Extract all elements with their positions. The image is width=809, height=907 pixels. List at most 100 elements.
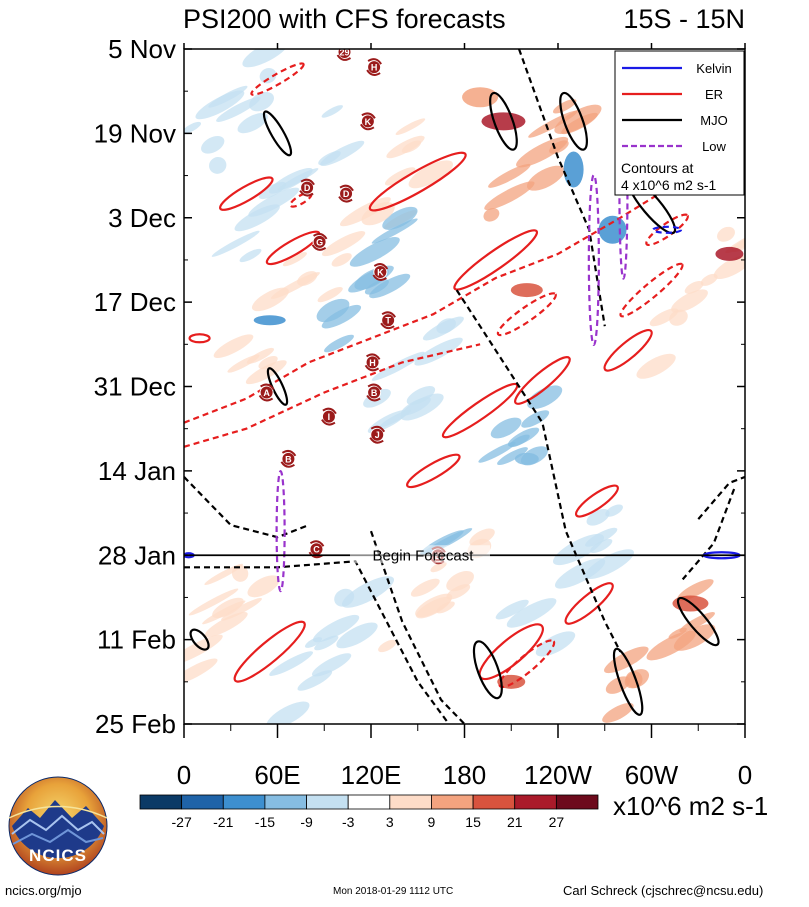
heatmap-cell xyxy=(436,318,456,334)
storm-marker-icon xyxy=(361,112,376,119)
storm-marker-label: T xyxy=(385,316,391,326)
er-contour xyxy=(406,453,461,489)
storm-marker-label: I xyxy=(328,412,331,422)
heatmap-cell xyxy=(331,253,352,267)
heatmap-cell xyxy=(483,208,500,222)
heatmap-cell xyxy=(488,163,531,188)
colorbar: -27 -21 -15 -9 -3 3 9 15 21 27 xyxy=(139,794,599,830)
storm-marker-icon xyxy=(311,244,327,251)
heatmap-cell xyxy=(378,639,397,653)
storm-marker-label: G xyxy=(316,237,323,247)
low-contour xyxy=(587,173,600,347)
heatmap-cell xyxy=(209,156,227,174)
heatmap-cell xyxy=(249,91,274,112)
heatmap-cell xyxy=(318,151,341,166)
legend-label: Low xyxy=(702,139,726,154)
storm-marker-icon xyxy=(365,355,380,370)
colorbar-swatch xyxy=(431,794,474,810)
storm-marker-icon xyxy=(360,114,375,129)
heatmap-cell xyxy=(646,630,696,661)
heatmap-cell xyxy=(317,287,343,303)
y-tick-label: 19 Nov xyxy=(94,118,176,148)
x-tick-label: 60E xyxy=(254,760,300,790)
heatmap-cell xyxy=(436,601,455,614)
storm-marker-label: B xyxy=(371,388,378,398)
mjo-contour xyxy=(697,475,745,520)
footer-source: ncics.org/mjo xyxy=(5,883,82,898)
storm-marker-icon xyxy=(381,313,396,328)
storm-marker-icon xyxy=(338,196,353,203)
colorbar-swatch xyxy=(139,794,183,810)
storm-marker: D xyxy=(299,178,315,197)
storm-marker-label: K xyxy=(365,117,372,127)
heatmap-cell xyxy=(386,135,425,159)
heatmap-cell xyxy=(715,246,744,261)
heatmap-cell xyxy=(481,112,526,131)
legend-label: Kelvin xyxy=(696,61,731,76)
er-contour xyxy=(574,484,619,518)
mjo-contour xyxy=(262,110,293,157)
heatmap-cell xyxy=(516,136,569,168)
heatmap-cell xyxy=(684,280,704,294)
heatmap-cell xyxy=(266,701,310,724)
storm-marker-icon xyxy=(366,353,381,360)
heatmap-cell xyxy=(258,355,278,370)
heatmap-cell xyxy=(462,87,499,108)
y-axis: 5 Nov 19 Nov 3 Dec 17 Dec 31 Dec 14 Jan 28 Jan… xyxy=(94,34,745,739)
heatmap-cell xyxy=(259,68,277,84)
storm-marker-icon xyxy=(370,427,385,442)
legend-box xyxy=(614,50,745,196)
heatmap-cell xyxy=(535,631,576,657)
low-contour xyxy=(275,470,286,593)
heatmap-cell xyxy=(649,308,679,327)
heatmap-cell xyxy=(336,622,378,649)
storm-marker-icon xyxy=(322,407,337,415)
colorbar-swatch xyxy=(222,794,266,810)
storm-marker-icon xyxy=(366,69,381,76)
x-tick-label: 120W xyxy=(524,760,592,790)
storm-marker-icon xyxy=(300,180,315,195)
er-contour xyxy=(498,639,556,689)
storm-marker-icon xyxy=(364,364,380,372)
y-tick-label: 31 Dec xyxy=(94,372,176,402)
er-contour xyxy=(233,620,306,683)
heatmap-cell xyxy=(258,181,287,200)
storm-marker-icon xyxy=(281,451,296,466)
heatmap-cell xyxy=(526,165,565,191)
chart-region-label: 15S - 15N xyxy=(623,4,745,34)
x-tick-label: 0 xyxy=(177,760,191,790)
colorbar-swatch xyxy=(181,794,224,810)
colorbar-swatch xyxy=(264,794,307,810)
x-tick-label: 120E xyxy=(341,760,402,790)
er-contour xyxy=(184,343,481,448)
heatmap-cell xyxy=(725,228,745,254)
heatmap-cell xyxy=(584,549,634,579)
er-contour xyxy=(603,329,653,372)
storm-marker-icon xyxy=(337,49,352,60)
heatmap-cell xyxy=(314,635,339,651)
storm-marker: H xyxy=(366,58,382,76)
heatmap-cell xyxy=(277,168,319,191)
colorbar-tick-label: 3 xyxy=(386,814,394,830)
heatmap-cell xyxy=(527,385,563,409)
heatmap-cell xyxy=(384,167,416,186)
heatmap-cell xyxy=(400,393,444,421)
heatmap-cell xyxy=(312,614,360,643)
colorbar-tick-label: 9 xyxy=(428,814,436,830)
colorbar-swatch xyxy=(306,794,349,810)
heatmap-cell xyxy=(242,49,290,68)
legend-item: ER xyxy=(622,87,723,102)
storm-marker-icon xyxy=(312,234,327,249)
storm-marker: K xyxy=(360,112,376,131)
chart-title: PSI200 with CFS forecasts xyxy=(183,4,506,34)
storm-marker-icon xyxy=(259,385,274,400)
er-contour xyxy=(188,333,211,344)
storm-marker-label: D xyxy=(304,183,311,193)
storm-marker: A xyxy=(258,383,275,402)
heatmap-cell xyxy=(410,578,440,597)
heatmap-cell xyxy=(245,360,287,385)
colorbar-tick-label: -3 xyxy=(342,814,355,830)
storm-marker-icon xyxy=(300,178,315,186)
heatmap-cell xyxy=(321,105,344,118)
